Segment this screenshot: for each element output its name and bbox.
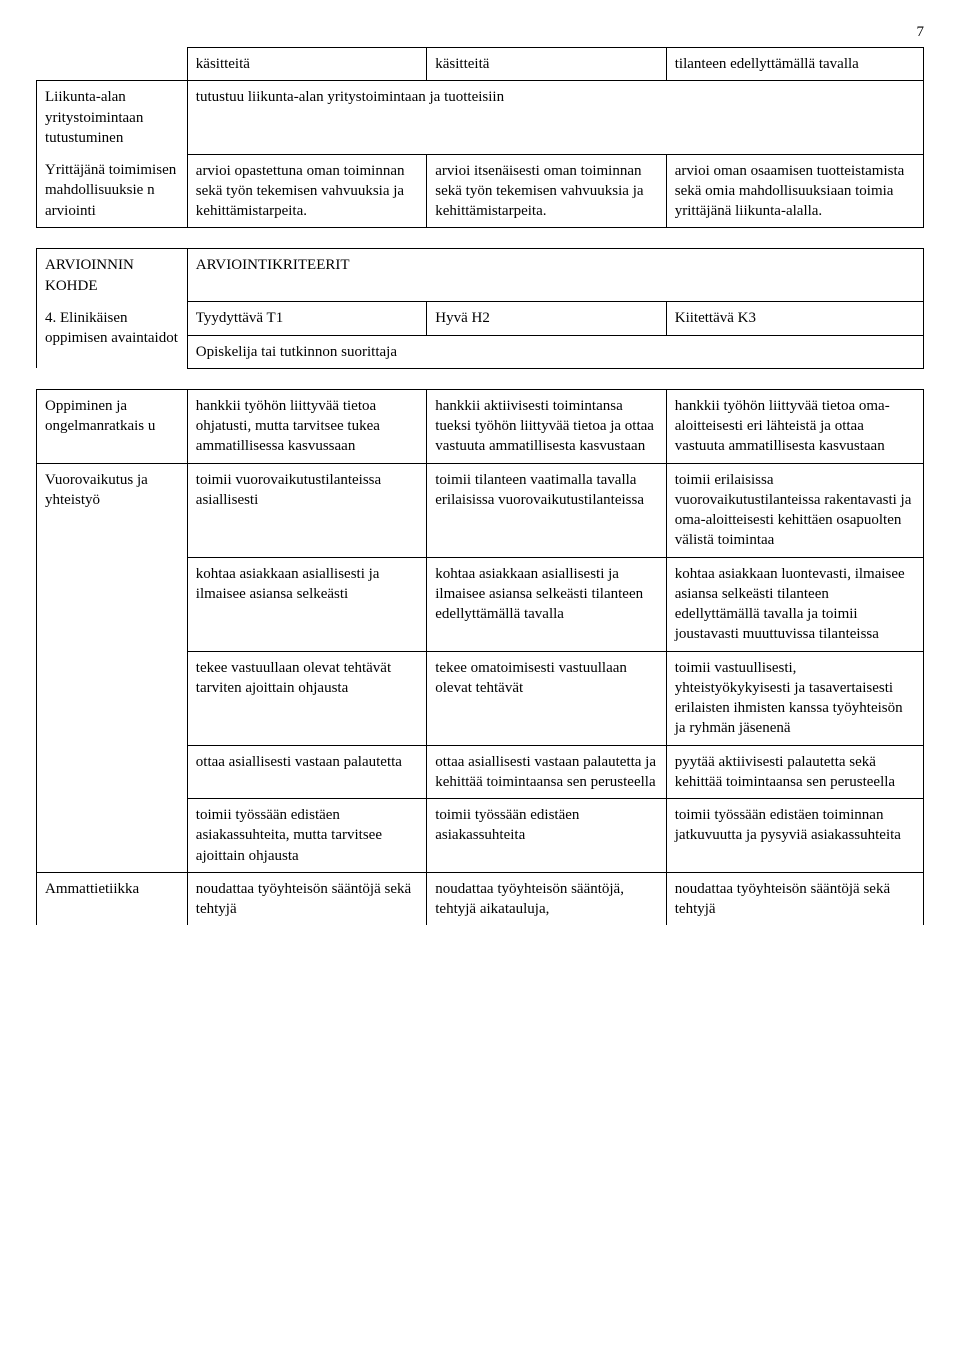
table-row: toimii työssään edistäen asiakassuhteita… <box>37 799 924 873</box>
cell: Kiitettävä K3 <box>666 302 923 335</box>
table-row: ottaa asiallisesti vastaan palautetta ot… <box>37 745 924 799</box>
cell: pyytää aktiivisesti palautetta sekä kehi… <box>666 745 923 799</box>
cell: ottaa asiallisesti vastaan palautetta ja… <box>427 745 666 799</box>
cell: hankkii työhön liittyvää tietoa oma-aloi… <box>666 389 923 463</box>
cell: toimii tilanteen vaatimalla tavalla eril… <box>427 463 666 557</box>
table-1: käsitteitä käsitteitä tilanteen edellytt… <box>36 47 924 228</box>
cell-label: Ammattietiikka <box>37 872 188 925</box>
cell: tilanteen edellyttämällä tavalla <box>666 48 923 81</box>
cell-label: ARVIOINNIN KOHDE <box>37 249 188 302</box>
table-row: Liikunta-alan yritystoimintaan tutustumi… <box>37 81 924 154</box>
cell: noudattaa työyhteisön sääntöjä, tehtyjä … <box>427 872 666 925</box>
cell: hankkii aktiivisesti toimintansa tueksi … <box>427 389 666 463</box>
cell-empty <box>37 799 188 873</box>
cell: käsitteitä <box>187 48 426 81</box>
cell-label: 4. Elinikäisen oppimisen avaintaidot <box>37 302 188 369</box>
cell: tekee omatoimisesti vastuullaan olevat t… <box>427 651 666 745</box>
cell: kohtaa asiakkaan asiallisesti ja ilmaise… <box>187 557 426 651</box>
cell: toimii vuorovaikutustilanteissa asiallis… <box>187 463 426 557</box>
cell: kohtaa asiakkaan luontevasti, ilmaisee a… <box>666 557 923 651</box>
cell-empty <box>37 557 188 651</box>
cell: arvioi opastettuna oman toiminnan sekä t… <box>187 154 426 228</box>
cell: Tyydyttävä T1 <box>187 302 426 335</box>
cell: kohtaa asiakkaan asiallisesti ja ilmaise… <box>427 557 666 651</box>
cell: arvioi itsenäisesti oman toiminnan sekä … <box>427 154 666 228</box>
cell-label: Oppiminen ja ongelmanratkais u <box>37 389 188 463</box>
table-row: Vuorovaikutus ja yhteistyö toimii vuorov… <box>37 463 924 557</box>
cell-empty <box>37 651 188 745</box>
cell: Hyvä H2 <box>427 302 666 335</box>
cell-empty <box>37 745 188 799</box>
table-3: Oppiminen ja ongelmanratkais u hankkii t… <box>36 389 924 926</box>
cell-empty <box>37 48 188 81</box>
cell: ottaa asiallisesti vastaan palautetta <box>187 745 426 799</box>
cell: hankkii työhön liittyvää tietoa ohjatust… <box>187 389 426 463</box>
table-row: käsitteitä käsitteitä tilanteen edellytt… <box>37 48 924 81</box>
cell: noudattaa työyhteisön sääntöjä sekä teht… <box>666 872 923 925</box>
page-number: 7 <box>36 24 924 41</box>
table-row: tekee vastuullaan olevat tehtävät tarvit… <box>37 651 924 745</box>
cell: toimii työssään edistäen asiakassuhteita <box>427 799 666 873</box>
table-row: 4. Elinikäisen oppimisen avaintaidot Tyy… <box>37 302 924 335</box>
table-row: Oppiminen ja ongelmanratkais u hankkii t… <box>37 389 924 463</box>
cell-label: Vuorovaikutus ja yhteistyö <box>37 463 188 557</box>
cell: arvioi oman osaamisen tuotteistamista se… <box>666 154 923 228</box>
cell: käsitteitä <box>427 48 666 81</box>
cell: Opiskelija tai tutkinnon suorittaja <box>187 335 923 368</box>
table-row: Ammattietiikka noudattaa työyhteisön sää… <box>37 872 924 925</box>
cell: toimii työssään edistäen asiakassuhteita… <box>187 799 426 873</box>
cell: toimii erilaisissa vuorovaikutustilantei… <box>666 463 923 557</box>
cell: tutustuu liikunta-alan yritystoimintaan … <box>187 81 923 154</box>
table-row: kohtaa asiakkaan asiallisesti ja ilmaise… <box>37 557 924 651</box>
table-2: ARVIOINNIN KOHDE ARVIOINTIKRITEERIT 4. E… <box>36 248 924 369</box>
cell: tekee vastuullaan olevat tehtävät tarvit… <box>187 651 426 745</box>
cell: ARVIOINTIKRITEERIT <box>187 249 923 302</box>
cell: toimii työssään edistäen toiminnan jatku… <box>666 799 923 873</box>
cell: noudattaa työyhteisön sääntöjä sekä teht… <box>187 872 426 925</box>
cell-label: Liikunta-alan yritystoimintaan tutustumi… <box>37 81 188 154</box>
table-row: ARVIOINNIN KOHDE ARVIOINTIKRITEERIT <box>37 249 924 302</box>
cell: toimii vastuullisesti, yhteistyökykyises… <box>666 651 923 745</box>
cell-label: Yrittäjänä toimimisen mahdollisuuksie n … <box>37 154 188 228</box>
table-row: Yrittäjänä toimimisen mahdollisuuksie n … <box>37 154 924 228</box>
